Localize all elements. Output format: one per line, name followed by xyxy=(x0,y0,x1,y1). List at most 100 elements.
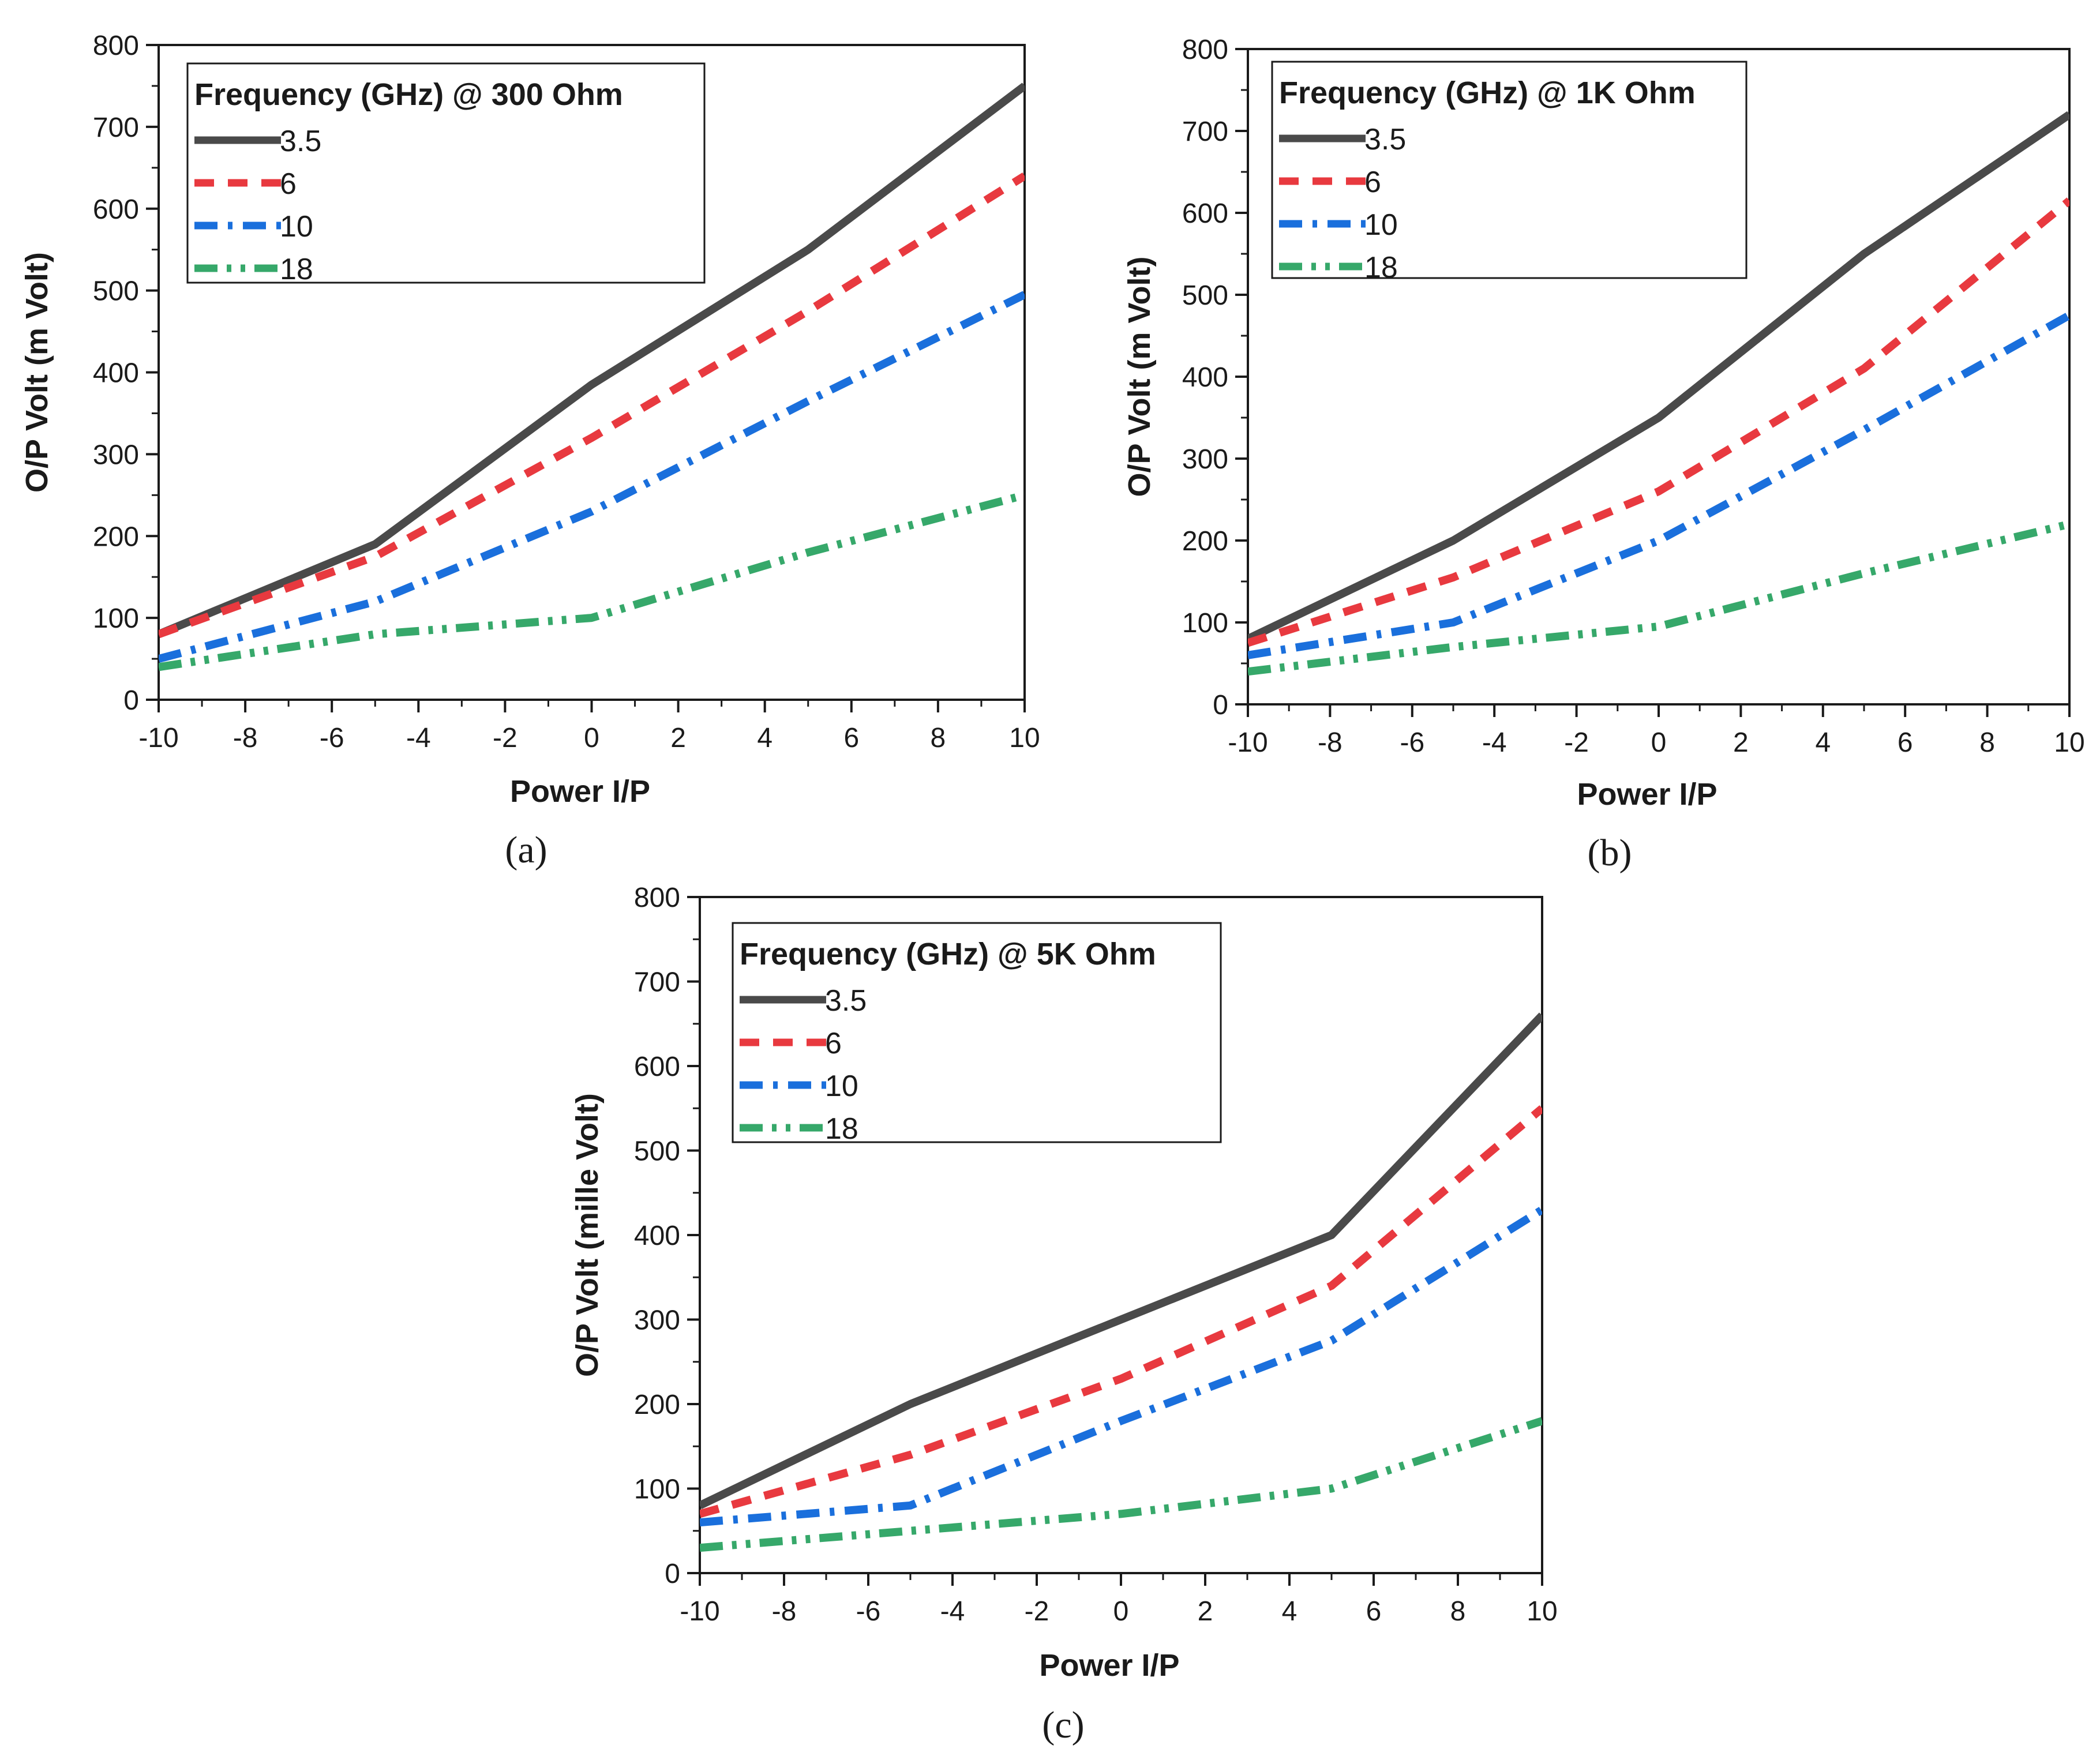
series-line-6 xyxy=(700,1105,1542,1518)
y-tick-label: 700 xyxy=(93,112,139,143)
x-tick-label: -8 xyxy=(1318,727,1342,758)
x-axis-title: Power I/P xyxy=(1039,1648,1179,1683)
x-tick-label: -4 xyxy=(940,1596,965,1627)
legend-box xyxy=(186,62,706,284)
y-axis-title: O/P Volt (m Volt) xyxy=(1122,257,1157,497)
y-tick-label: 300 xyxy=(93,440,139,470)
x-tick-label: 4 xyxy=(1282,1596,1297,1627)
x-tick-label: 2 xyxy=(1198,1596,1213,1627)
y-tick-label: 400 xyxy=(1182,362,1228,393)
series-line-6 xyxy=(159,172,1025,639)
x-axis-title: Power I/P xyxy=(1577,777,1717,812)
x-tick-label: -10 xyxy=(680,1596,719,1627)
x-tick-label: 8 xyxy=(931,723,946,753)
series-group xyxy=(1248,111,2069,676)
y-tick-label: 500 xyxy=(634,1136,680,1167)
y-tick-label: 200 xyxy=(1182,526,1228,557)
series-line-10 xyxy=(159,291,1025,663)
series-line-10 xyxy=(1248,312,2069,659)
x-tick-label: -8 xyxy=(233,723,258,753)
legend-label: 10 xyxy=(280,210,313,243)
y-tick-label: 800 xyxy=(634,883,680,913)
series-line-18 xyxy=(159,491,1025,671)
x-tick-label: 6 xyxy=(843,723,859,753)
x-tick-label: -8 xyxy=(772,1596,797,1627)
legend: Frequency (GHz) @ 1K Ohm 3.5 6 10 18 xyxy=(1271,61,1747,284)
chart-panel-3: -10 -8 -6 -4 -2 0 2 4 6 8 100100200300400500600700… xyxy=(570,883,1558,1746)
x-tick-label: -6 xyxy=(1400,727,1424,758)
x-tick-label: -2 xyxy=(1025,1596,1049,1627)
series-line-10 xyxy=(700,1206,1542,1527)
y-tick-label: 100 xyxy=(1182,608,1228,639)
legend-label: 6 xyxy=(1364,166,1381,199)
y-tick-label: 400 xyxy=(634,1221,680,1251)
x-tick-label: -10 xyxy=(1228,727,1268,758)
y-tick-label: 0 xyxy=(665,1559,680,1589)
y-axis-title: O/P Volt (mille Volt) xyxy=(570,1093,605,1377)
series-line-18 xyxy=(700,1417,1542,1552)
y-tick-label: 300 xyxy=(634,1305,680,1336)
legend-label: 18 xyxy=(1364,251,1398,284)
y-tick-label: 400 xyxy=(93,358,139,389)
series-line-6 xyxy=(1248,197,2069,647)
legend: Frequency (GHz) @ 300 Ohm 3.5 6 10 18 xyxy=(186,62,706,286)
y-tick-label: 600 xyxy=(93,194,139,225)
x-tick-label: -4 xyxy=(1482,727,1507,758)
legend-label: 6 xyxy=(825,1027,842,1060)
y-tick-label: 700 xyxy=(634,967,680,998)
x-tick-label: -6 xyxy=(320,723,344,753)
y-tick-label: 100 xyxy=(93,603,139,634)
x-tick-label: 4 xyxy=(1815,727,1831,758)
x-tick-label: 8 xyxy=(1979,727,1995,758)
x-tick-label: 6 xyxy=(1897,727,1913,758)
y-tick-label: 0 xyxy=(1213,690,1228,720)
panel-label: (a) xyxy=(505,829,547,871)
y-tick-label: 600 xyxy=(1182,198,1228,229)
x-tick-label: -6 xyxy=(856,1596,881,1627)
series-line-3-5 xyxy=(159,82,1025,638)
chart-panel-2: -10 -8 -6 -4 -2 0 2 4 6 8 100100200300400500600700… xyxy=(1122,35,2085,874)
x-tick-label: 0 xyxy=(1113,1596,1129,1627)
x-tick-label: 10 xyxy=(2054,727,2084,758)
y-tick-label: 300 xyxy=(1182,444,1228,475)
y-tick-label: 500 xyxy=(1182,280,1228,311)
legend-label: 18 xyxy=(825,1112,858,1146)
x-tick-label: -10 xyxy=(138,723,178,753)
y-tick-label: 0 xyxy=(123,685,139,716)
y-tick-label: 200 xyxy=(93,521,139,552)
legend-label: 6 xyxy=(280,167,297,201)
y-tick-label: 500 xyxy=(93,276,139,307)
x-tick-label: 10 xyxy=(1527,1596,1557,1627)
legend-label: 10 xyxy=(825,1069,858,1103)
y-tick-label: 700 xyxy=(1182,117,1228,147)
legend-box xyxy=(1271,61,1747,279)
legend-title: Frequency (GHz) @ 1K Ohm xyxy=(1279,76,1696,110)
series-group xyxy=(700,1012,1542,1552)
y-axis-title: O/P Volt (m Volt) xyxy=(20,252,54,493)
x-tick-label: -2 xyxy=(1564,727,1589,758)
y-tick-label: 800 xyxy=(93,31,139,61)
legend-box xyxy=(732,922,1222,1143)
legend-title: Frequency (GHz) @ 5K Ohm xyxy=(740,937,1156,971)
legend-label: 18 xyxy=(280,253,313,286)
legend-label: 3.5 xyxy=(1364,123,1406,156)
x-tick-label: 2 xyxy=(670,723,686,753)
x-axis-title: Power I/P xyxy=(510,774,650,809)
x-tick-label: 2 xyxy=(1733,727,1749,758)
x-tick-label: -2 xyxy=(493,723,518,753)
y-tick-label: 200 xyxy=(634,1390,680,1420)
legend-label: 10 xyxy=(1364,208,1398,242)
panel-label: (b) xyxy=(1588,832,1632,874)
x-tick-label: 8 xyxy=(1450,1596,1466,1627)
x-tick-label: 10 xyxy=(1009,723,1040,753)
series-line-3-5 xyxy=(700,1012,1542,1510)
x-tick-label: 4 xyxy=(757,723,772,753)
y-tick-label: 100 xyxy=(634,1474,680,1505)
x-tick-label: 0 xyxy=(584,723,599,753)
panel-label: (c) xyxy=(1042,1704,1084,1746)
legend-label: 3.5 xyxy=(825,984,867,1018)
y-tick-label: 600 xyxy=(634,1052,680,1082)
x-tick-label: -4 xyxy=(406,723,431,753)
series-line-3-5 xyxy=(1248,111,2069,643)
